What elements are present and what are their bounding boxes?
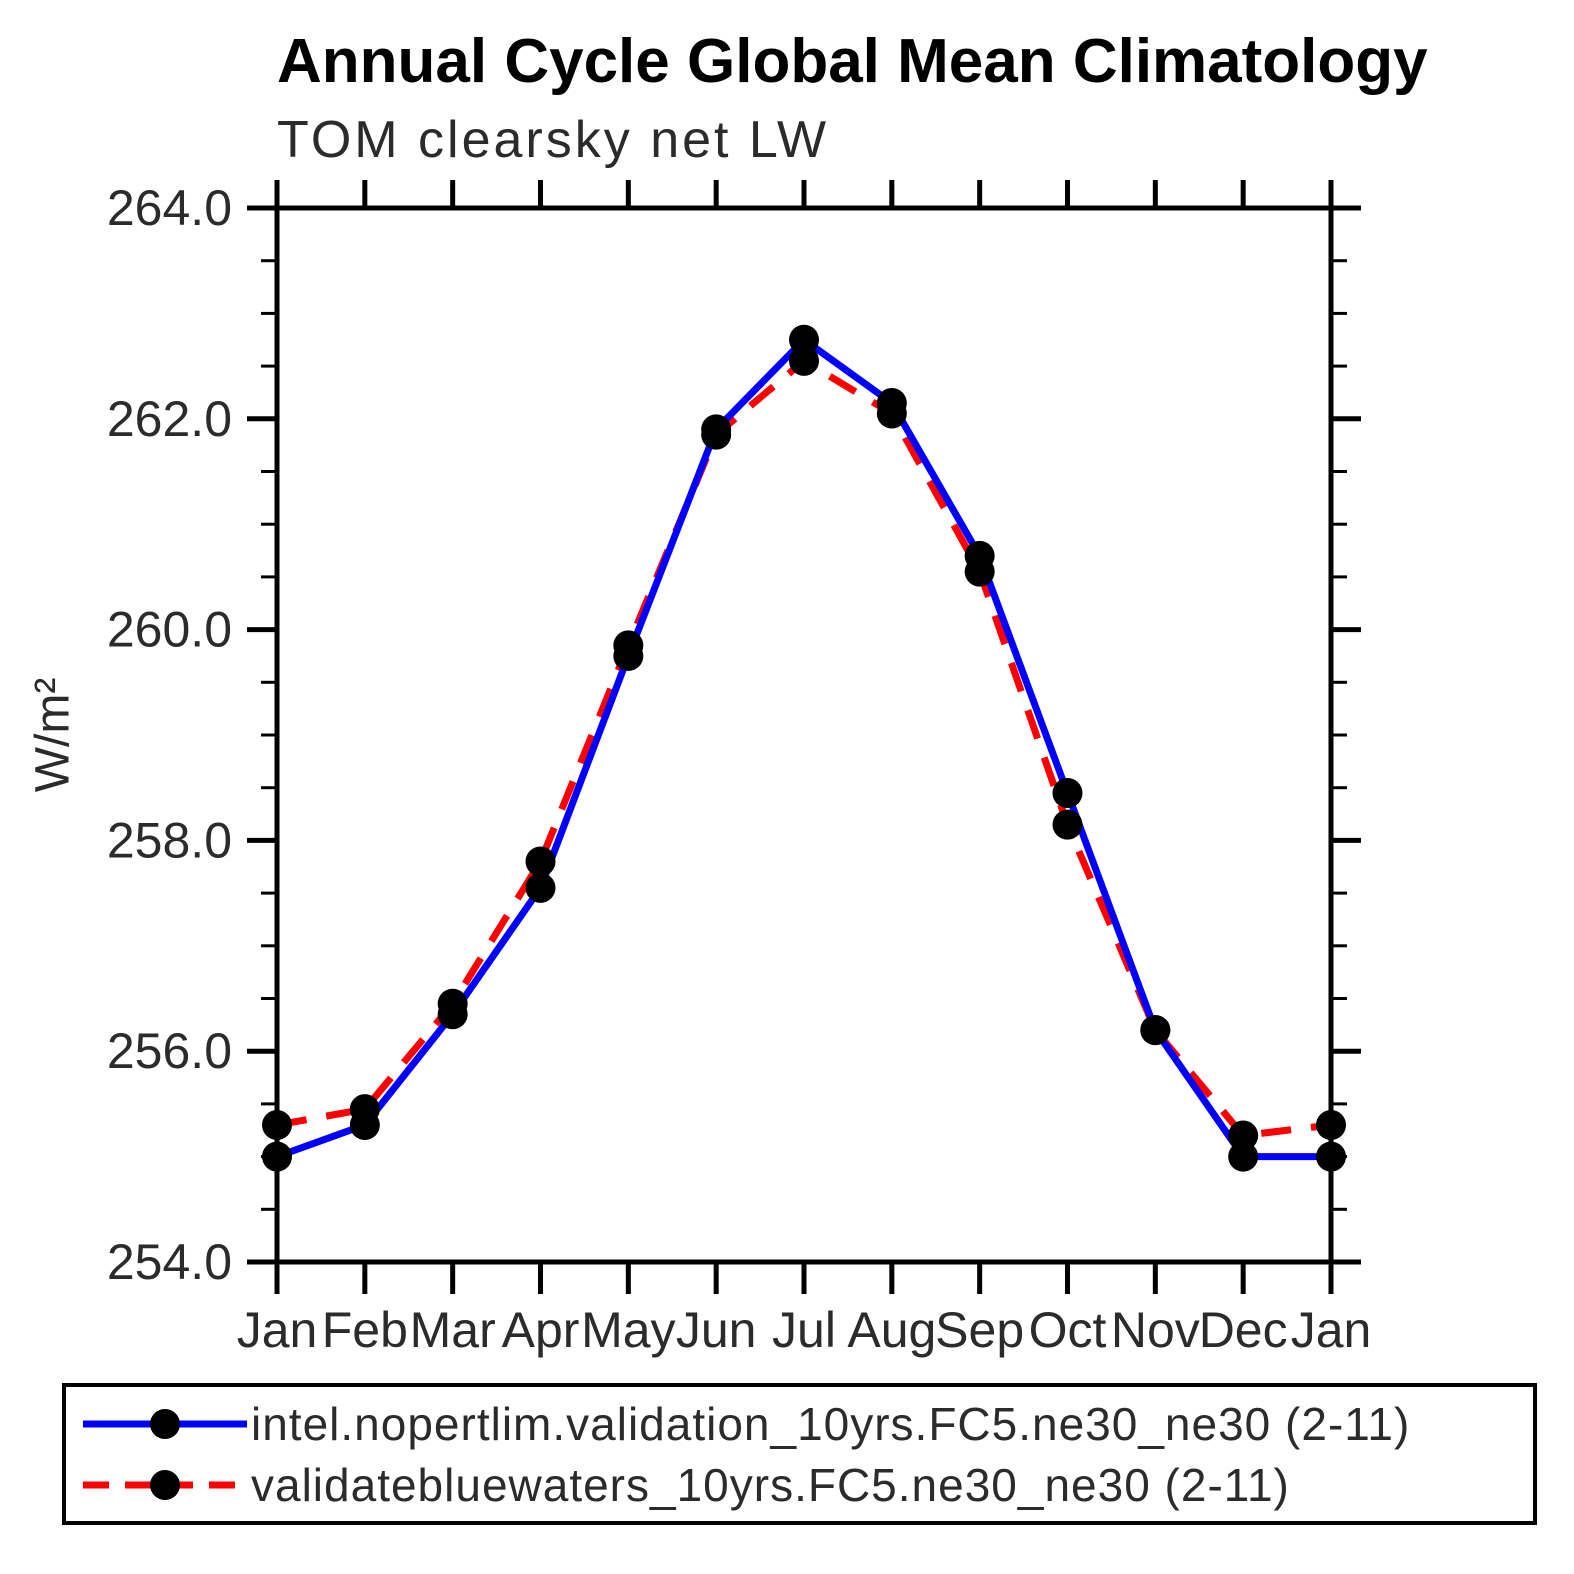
data-point-marker [1052,777,1083,808]
x-tick-label: Apr [502,1302,580,1358]
y-tick-label: 260.0 [107,602,232,658]
legend-item: validatebluewaters_10yrs.FC5.ne30_ne30 (… [79,1458,1533,1512]
data-point-marker [789,324,819,355]
x-tick-label: Nov [1111,1302,1200,1358]
data-point-marker [349,1094,380,1125]
legend-marker-icon [150,1408,180,1439]
x-tick-label: Jun [676,1302,757,1358]
data-point-marker [525,872,556,903]
data-point-marker [1228,1120,1259,1151]
data-point-marker [1316,1109,1346,1140]
chart-title: Annual Cycle Global Mean Climatology [277,27,1428,96]
data-point-marker [701,419,732,450]
data-point-marker [525,846,556,877]
data-point-marker [262,1141,292,1172]
x-tick-label: Feb [322,1302,408,1358]
data-point-marker [789,345,819,376]
y-tick-label: 264.0 [107,180,232,236]
y-tick-label: 262.0 [107,391,232,447]
x-tick-label: Oct [1029,1302,1107,1358]
legend-label: validatebluewaters_10yrs.FC5.ne30_ne30 (… [251,1458,1290,1511]
legend-marker-icon [150,1469,180,1500]
x-tick-label: Jan [237,1302,318,1358]
x-tick-label: Aug [847,1302,936,1358]
x-tick-label: Dec [1199,1302,1288,1358]
data-point-marker [876,398,907,429]
x-tick-label: Jul [772,1302,836,1358]
legend-line-sample-dashed [83,1469,247,1500]
y-tick-label: 256.0 [107,1023,232,1079]
data-point-marker [1140,1015,1171,1046]
x-tick-label: Mar [410,1302,496,1358]
x-tick-label: Sep [935,1302,1024,1358]
x-tick-label: May [581,1302,675,1358]
y-tick-label: 258.0 [107,812,232,868]
y-tick-label: 254.0 [107,1234,232,1290]
data-point-marker [964,556,995,587]
data-point-marker [262,1109,292,1140]
x-tick-label: Jan [1291,1302,1372,1358]
legend-item: intel.nopertlim.validation_10yrs.FC5.ne3… [79,1397,1533,1451]
data-point-marker [437,988,468,1019]
legend-line-sample-solid [83,1408,247,1439]
series-line-dashed [276,357,1332,1140]
legend: intel.nopertlim.validation_10yrs.FC5.ne3… [62,1383,1537,1525]
data-point-marker [1228,1141,1259,1172]
data-point-marker [613,630,644,661]
data-point-marker [1316,1141,1346,1172]
legend-label: intel.nopertlim.validation_10yrs.FC5.ne3… [251,1397,1411,1450]
series-line-solid [275,336,1331,1161]
chart-subtitle: TOM clearsky net LW [277,111,830,169]
data-point-marker [1052,809,1083,840]
